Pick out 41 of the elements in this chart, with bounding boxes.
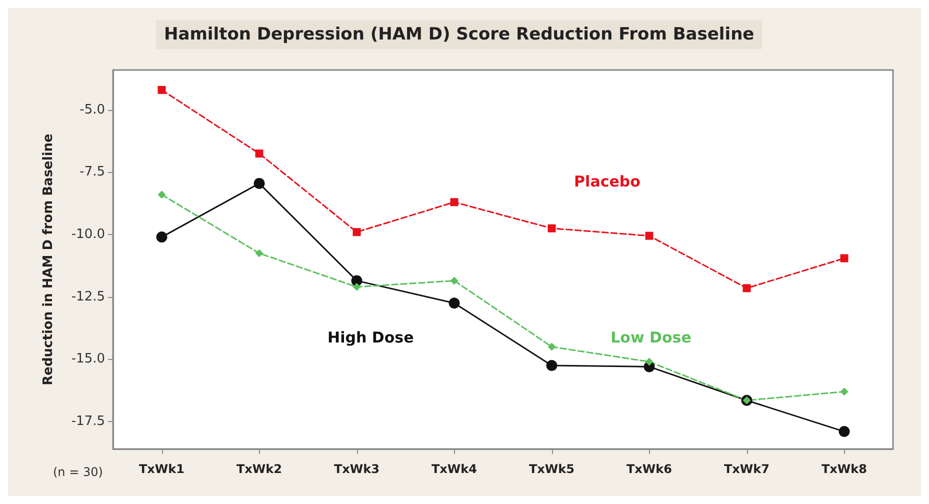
point [450,198,458,206]
y-tick-label: -12.5 [71,289,105,304]
point [548,224,556,232]
y-tick-label: -10.0 [71,227,105,242]
series-label: Low Dose [610,328,692,347]
point [255,150,264,158]
point [742,284,751,292]
point [840,254,848,262]
x-tick-label: TxWk6 [626,462,672,476]
text: High Dose [328,328,414,347]
point [838,426,850,438]
point [158,190,166,199]
point [352,228,361,236]
x-tick-label: TxWk3 [334,462,380,476]
y-tick-label: -17.5 [71,414,105,430]
point [351,275,362,286]
y-tick-label: -5.0 [80,102,105,118]
y-axis-title: Reduction in HAM D from Baseline [41,133,56,386]
point [548,342,556,351]
point [255,249,264,258]
point [352,282,361,291]
point [254,178,265,189]
y-tick-label: -15.0 [71,352,105,367]
text: Placebo [574,172,640,190]
y-tick-label: -7.5 [80,164,105,180]
x-tick-label: TxWk1 [139,462,184,476]
point [645,232,654,240]
x-tick-label: TxWk5 [529,462,574,476]
point [156,232,168,243]
x-tick-label: TxWk4 [432,462,477,476]
point [450,276,458,285]
point [645,358,654,366]
x-tick-label: TxWk2 [236,462,282,476]
point [158,86,166,94]
point [546,360,558,371]
x-tick-label: TxWk7 [724,462,770,476]
x-tick-label: TxWk8 [822,462,867,476]
chart-title: Hamilton Depression (HAM D) Score Reduction From Baseline [164,24,754,44]
text: (n = 30) [53,465,103,479]
point [840,388,848,396]
point [448,298,460,309]
